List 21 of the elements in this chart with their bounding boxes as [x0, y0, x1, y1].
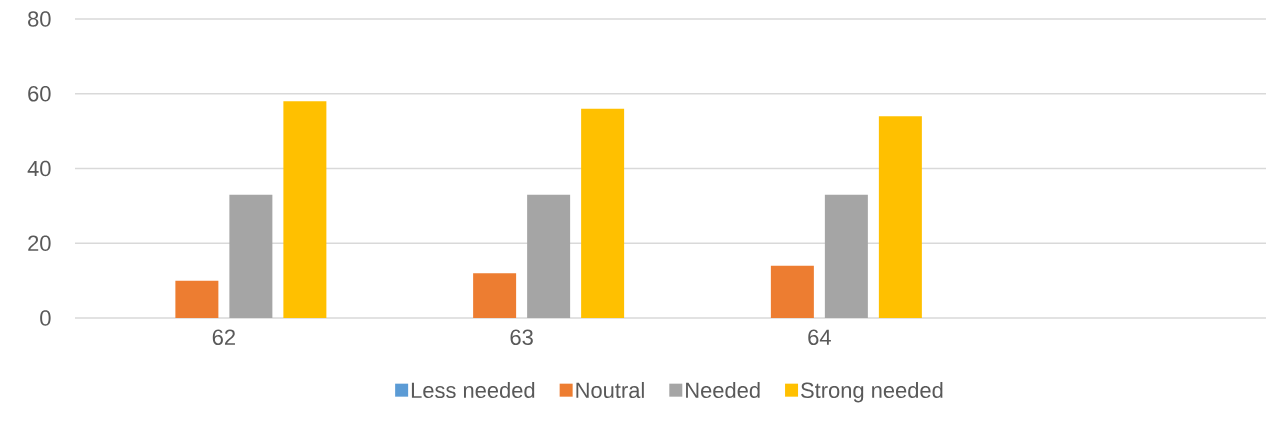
x-tick-label: 62	[212, 329, 235, 346]
legend-label: Less needed	[411, 381, 535, 399]
bar	[581, 108, 625, 318]
y-tick-label: 40	[27, 160, 51, 177]
legend-label: Strong needed	[801, 381, 943, 403]
y-tick-label: 20	[28, 235, 51, 252]
bar	[770, 265, 814, 318]
bar	[824, 194, 868, 318]
y-tick-label: 60	[28, 85, 51, 102]
bar	[878, 116, 922, 318]
bar	[229, 194, 273, 318]
legend-label: Needed	[686, 381, 760, 399]
y-tick-label: 80	[28, 11, 51, 27]
bar	[175, 280, 219, 318]
x-tick-label: 63	[510, 329, 533, 346]
x-tick-label: 64	[808, 329, 831, 346]
bar	[473, 273, 517, 318]
bar	[283, 101, 327, 318]
y-tick-label: 0	[40, 310, 51, 326]
bar	[527, 194, 571, 318]
legend-label: Noutral	[576, 381, 644, 399]
